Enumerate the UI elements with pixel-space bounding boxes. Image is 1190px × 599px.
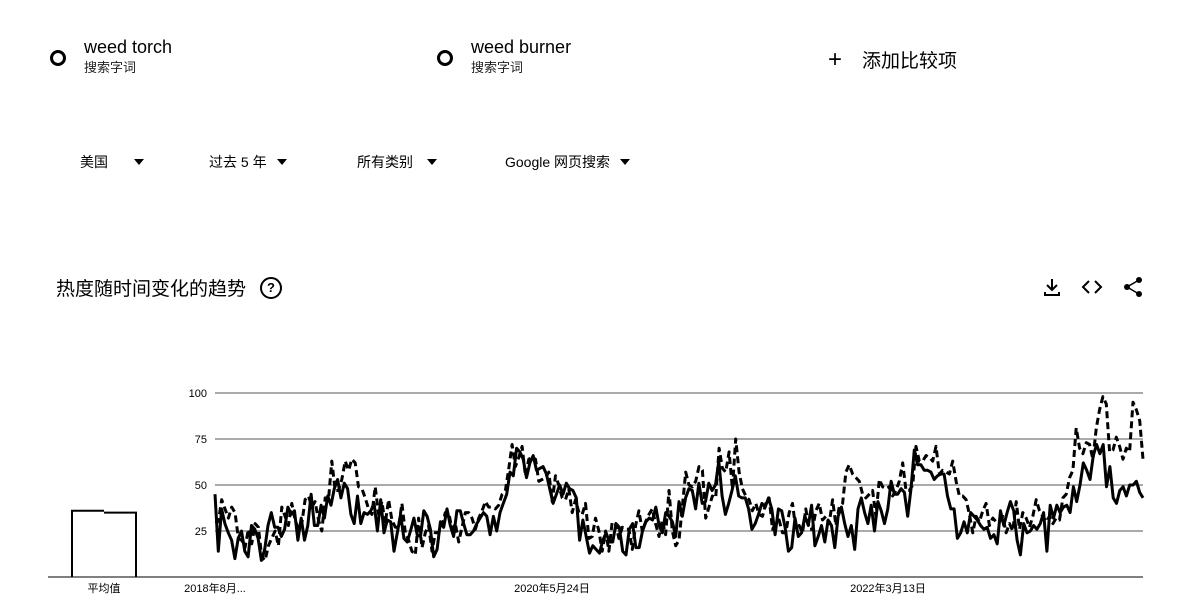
- y-tick-label: 25: [195, 526, 207, 538]
- caret-down-icon: [276, 159, 287, 165]
- search-term-type: 搜索字词: [471, 60, 524, 75]
- download-icon[interactable]: [1041, 276, 1063, 298]
- y-tick-label: 100: [189, 388, 207, 400]
- add-comparison-label: 添加比较项: [862, 51, 958, 72]
- average-bars: [71, 509, 137, 577]
- search-type-value: Google 网页搜索: [505, 154, 611, 170]
- time-range-dropdown[interactable]: 过去 5 年: [209, 152, 287, 172]
- caret-down-icon: [620, 159, 631, 165]
- search-term-name: weed burner: [471, 37, 572, 57]
- search-term-name: weed torch: [84, 37, 173, 57]
- section-header: 热度随时间变化的趋势 ?: [56, 274, 283, 301]
- series-line-weed-burner: [215, 395, 1145, 562]
- caret-down-icon: [134, 159, 144, 165]
- y-tick-label: 50: [195, 480, 207, 492]
- section-title: 热度随时间变化的趋势: [56, 279, 247, 300]
- category-value: 所有类别: [357, 154, 413, 170]
- share-icon[interactable]: [1122, 276, 1144, 298]
- region-dropdown[interactable]: 美国: [80, 152, 144, 172]
- add-comparison-button[interactable]: + 添加比较项: [824, 46, 957, 73]
- y-tick-label: 75: [195, 434, 207, 446]
- x-tick-label: 2018年8月...: [184, 581, 246, 595]
- help-icon[interactable]: ?: [260, 276, 283, 299]
- search-term-2[interactable]: weed burner 搜索字词: [437, 36, 571, 76]
- interest-over-time-chart: 100 75 50 25 平均值 2018年8月... 2020年5月24日 2022年3…: [48, 388, 1145, 595]
- series-color-dot-icon: [50, 50, 66, 66]
- time-range-value: 过去 5 年: [209, 154, 267, 170]
- region-value: 美国: [80, 154, 108, 170]
- search-term-type: 搜索字词: [84, 60, 137, 75]
- search-term-1[interactable]: weed torch 搜索字词: [50, 36, 172, 76]
- plus-icon: +: [827, 45, 842, 73]
- search-type-dropdown[interactable]: Google 网页搜索: [505, 152, 631, 172]
- x-tick-label: 2020年5月24日: [514, 581, 590, 595]
- embed-code-icon[interactable]: [1081, 276, 1103, 298]
- series-color-dot-icon: [437, 50, 453, 66]
- average-label: 平均值: [88, 582, 121, 595]
- category-dropdown[interactable]: 所有类别: [357, 152, 437, 172]
- x-tick-label: 2022年3月13日: [850, 581, 926, 595]
- caret-down-icon: [427, 159, 437, 165]
